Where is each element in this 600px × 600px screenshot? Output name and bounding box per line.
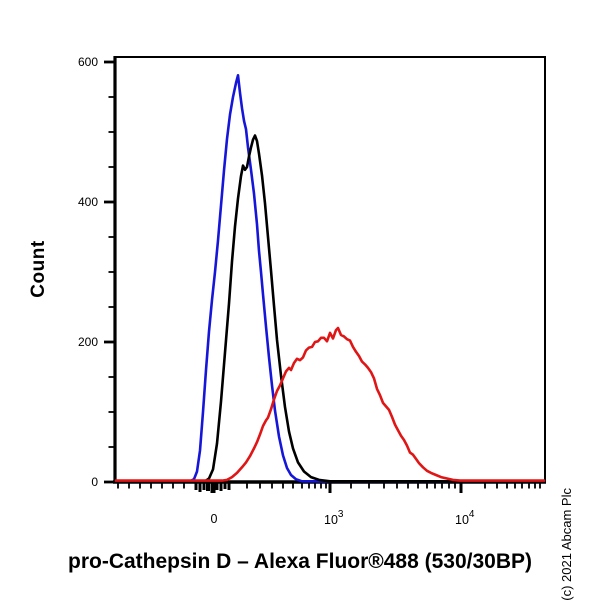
y-tick-label: 200 [78, 335, 98, 349]
figure-title: pro-Cathepsin D – Alexa Fluor®488 (530/3… [68, 550, 532, 573]
curve-blue-histogram [114, 74, 546, 483]
y-axis-title: Count [28, 240, 49, 298]
plot-frame [114, 56, 546, 483]
x-tick-label: 103 [324, 509, 344, 527]
curve-red-histogram [114, 326, 546, 482]
y-tick-label: 0 [91, 475, 98, 489]
y-tick-label: 400 [78, 195, 98, 209]
x-tick-label: 0 [211, 512, 218, 526]
y-tick-label: 600 [78, 55, 98, 69]
copyright-notice: Copyright (c) 2021 Abcam Plc [559, 488, 574, 600]
x-tick-label: 104 [455, 509, 475, 527]
curve-black-histogram [114, 134, 546, 483]
